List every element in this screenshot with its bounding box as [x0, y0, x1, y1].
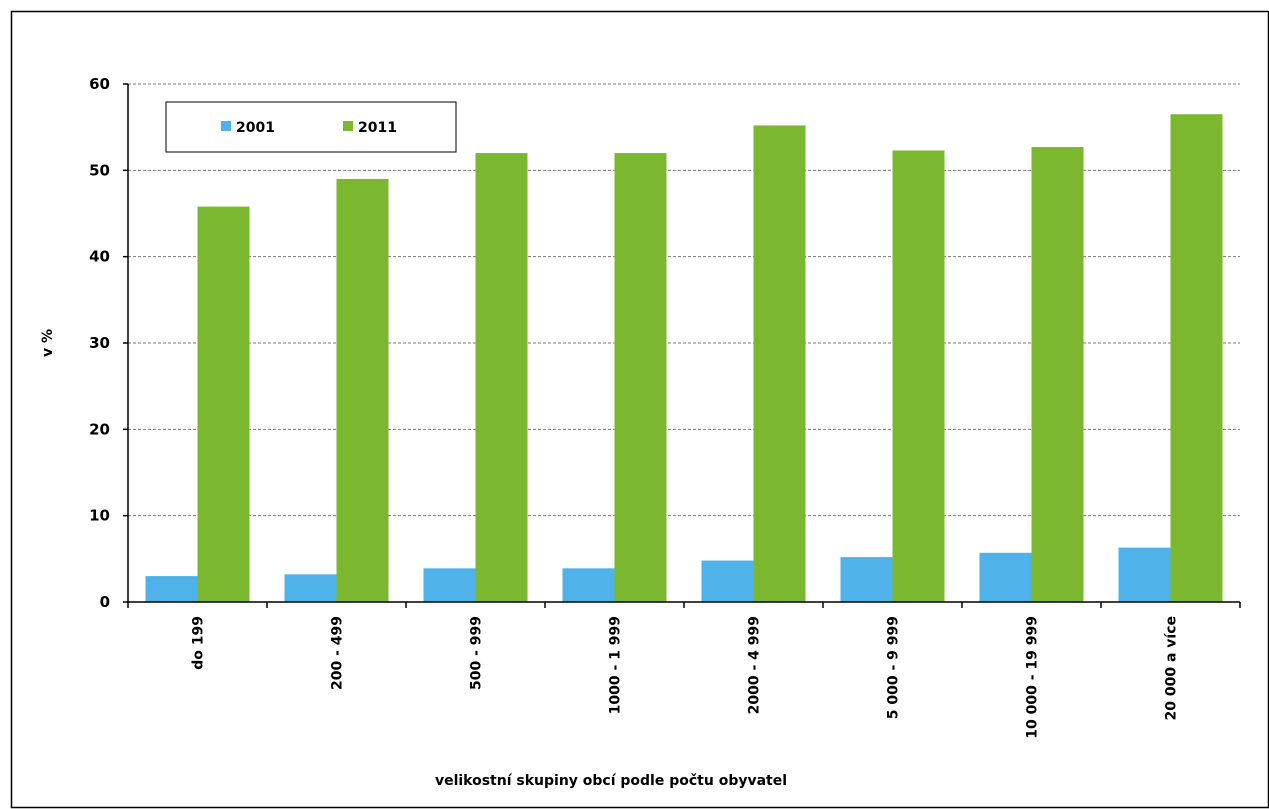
- legend-box: [165, 101, 457, 153]
- bar-2001-7: [1118, 547, 1171, 602]
- x-tick-label-2: 500 - 999: [469, 616, 485, 690]
- bar-2011-1: [336, 178, 389, 602]
- y-axis-title: v %: [40, 329, 56, 357]
- y-tick-label-20: 20: [89, 420, 110, 438]
- bar-2001-3: [562, 568, 615, 602]
- y-tick-label-40: 40: [89, 248, 110, 266]
- bar-2011-7: [1170, 114, 1223, 602]
- bar-2001-6: [979, 552, 1032, 602]
- bar-2011-4: [753, 125, 806, 602]
- x-tick-label-5: 5 000 - 9 999: [886, 616, 902, 719]
- axes: [123, 83, 1241, 608]
- legend-swatch-2001: [221, 121, 231, 131]
- x-tick-label-6: 10 000 - 19 999: [1025, 616, 1041, 739]
- bar-2001-2: [423, 568, 476, 602]
- legend-label-2011: 2011: [358, 120, 397, 136]
- legend-swatch-2011: [343, 121, 353, 131]
- bar-2001-0: [145, 576, 198, 602]
- bars: [145, 114, 1223, 603]
- x-axis-title: velikostní skupiny obcí podle počtu obyv…: [435, 773, 787, 789]
- y-tick-labels: 0 10 20 30 40 50 60: [89, 75, 110, 611]
- x-tick-label-0: do 199: [191, 616, 207, 670]
- bar-2011-2: [475, 153, 528, 603]
- y-tick-label-30: 30: [89, 334, 110, 352]
- y-tick-label-50: 50: [89, 161, 110, 179]
- y-tick-label-10: 10: [89, 507, 110, 525]
- legend-label-2001: 2001: [236, 120, 275, 136]
- bar-2011-6: [1031, 147, 1084, 603]
- y-tick-label-0: 0: [100, 593, 110, 611]
- x-tick-labels: do 199 200 - 499 500 - 999 1000 - 1 999 2000…: [191, 616, 1180, 739]
- bar-2001-1: [284, 574, 337, 602]
- bar-2011-0: [197, 206, 250, 603]
- legend: 2001 2011: [165, 101, 457, 153]
- bar-2001-4: [701, 560, 754, 602]
- bar-2011-3: [614, 153, 667, 603]
- y-tick-label-60: 60: [89, 75, 110, 93]
- bar-2011-5: [892, 150, 945, 602]
- x-tick-label-7: 20 000 a více: [1164, 616, 1180, 721]
- x-tick-label-4: 2000 - 4 999: [747, 616, 763, 714]
- x-tick-label-3: 1000 - 1 999: [608, 616, 624, 714]
- x-tick-label-1: 200 - 499: [330, 616, 346, 690]
- bar-2001-5: [840, 557, 893, 602]
